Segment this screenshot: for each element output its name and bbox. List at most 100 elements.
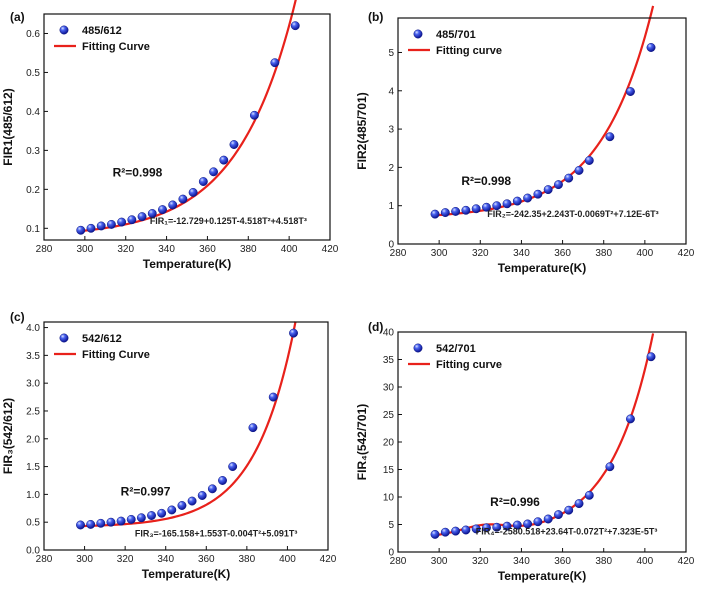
legend-label-fit: Fitting curve	[436, 45, 502, 57]
data-point	[96, 221, 106, 231]
legend-label-data: 542/612	[82, 333, 122, 345]
data-point	[158, 205, 167, 215]
x-tick-label: 320	[472, 556, 489, 567]
data-point	[430, 209, 440, 219]
data-point	[106, 517, 116, 527]
data-point	[523, 519, 533, 529]
panel-label: (d)	[368, 320, 383, 334]
data-point	[127, 215, 137, 225]
data-point	[440, 208, 450, 218]
x-tick-label: 400	[279, 554, 296, 565]
data-point	[86, 519, 96, 529]
x-tick-label: 340	[158, 244, 175, 255]
y-tick-label: 2.0	[26, 434, 40, 445]
data-point	[430, 529, 440, 539]
x-tick-label: 280	[36, 244, 53, 255]
data-point	[147, 511, 156, 520]
fit-equation-label: FIR₃=-165.158+1.553T-0.004T²+5.091T³	[135, 528, 298, 538]
data-point	[96, 518, 106, 528]
y-tick-label: 0.2	[26, 185, 40, 196]
data-point	[440, 527, 450, 537]
y-tick-label: 4.0	[26, 323, 40, 334]
data-point	[574, 166, 584, 175]
x-axis-title: Temperature(K)	[498, 261, 586, 275]
data-point	[126, 514, 136, 524]
data-point	[482, 202, 491, 212]
panel-a: (a) 280 300 320 340 360 380 400 420 0.1 0.2 0.3 0.4 0…	[1, 0, 339, 271]
x-tick-label: 320	[472, 248, 489, 259]
x-tick-label: 420	[678, 556, 695, 567]
x-tick-label: 320	[117, 554, 134, 565]
x-tick-label: 300	[77, 244, 94, 255]
data-point	[137, 212, 147, 222]
y-tick-label: 30	[383, 383, 395, 394]
data-point	[157, 508, 167, 518]
data-point	[168, 200, 178, 210]
data-point	[461, 205, 471, 215]
data-point	[564, 173, 574, 183]
x-tick-label: 360	[554, 556, 571, 567]
data-point	[574, 499, 584, 509]
data-point	[197, 491, 207, 500]
y-tick-label: 0	[388, 240, 394, 251]
data-point	[229, 140, 239, 149]
data-point	[289, 328, 298, 338]
panel-c: (c) 280 300 320 340 360 380 400 420 0.0 0.5 1.0 1.5 2…	[1, 310, 337, 581]
data-point	[198, 177, 208, 187]
data-point	[471, 204, 481, 214]
legend-marker-icon	[413, 29, 423, 39]
data-point	[543, 514, 553, 524]
legend-marker-icon	[59, 333, 69, 343]
data-point	[471, 524, 481, 534]
data-point	[248, 423, 258, 433]
data-point	[554, 180, 563, 190]
legend-marker-icon	[59, 25, 69, 35]
y-tick-label: 10	[383, 493, 395, 504]
x-tick-label: 280	[36, 554, 53, 565]
x-tick-label: 420	[322, 244, 339, 255]
data-point	[207, 484, 217, 494]
x-tick-label: 400	[281, 244, 298, 255]
data-point	[86, 223, 96, 233]
y-tick-label: 5	[388, 520, 394, 531]
data-point	[209, 167, 219, 177]
panel-d: (d) 280 300 320 340 360 380 400 420 0 5 10 15 20 25 30 3…	[355, 320, 695, 583]
data-point	[188, 188, 198, 197]
y-axis-title: FIR₃(542/612)	[1, 398, 15, 474]
legend-marker-icon	[413, 343, 423, 353]
fitting-curve-line	[80, 321, 297, 528]
data-point	[564, 505, 574, 515]
legend-label-fit: Fitting curve	[436, 359, 502, 371]
y-tick-label: 0.3	[26, 146, 40, 157]
x-tick-label: 280	[390, 556, 407, 567]
y-tick-label: 1.5	[26, 462, 40, 473]
data-point	[512, 196, 522, 206]
x-tick-label: 360	[554, 248, 571, 259]
x-tick-label: 380	[595, 556, 612, 567]
plot-frame	[43, 13, 331, 241]
data-point	[451, 206, 461, 216]
x-tick-label: 360	[198, 554, 215, 565]
y-tick-label: 0.0	[26, 546, 40, 557]
panel-label: (b)	[368, 10, 383, 24]
data-point	[533, 189, 543, 199]
data-point	[584, 490, 594, 500]
data-point	[76, 520, 85, 530]
x-tick-label: 300	[76, 554, 93, 565]
y-tick-label: 4	[388, 86, 394, 97]
x-tick-label: 340	[513, 556, 530, 567]
data-point	[249, 110, 259, 120]
x-tick-label: 380	[595, 248, 612, 259]
plot-frame	[397, 17, 687, 245]
y-tick-label: 3.0	[26, 379, 40, 390]
fitting-curve-line	[434, 333, 655, 537]
data-point	[218, 476, 227, 485]
x-tick-label: 380	[239, 554, 256, 565]
data-point	[451, 526, 461, 536]
y-tick-label: 0.5	[26, 518, 40, 529]
data-point	[270, 58, 280, 68]
y-tick-label: 2	[388, 163, 394, 174]
x-tick-label: 420	[320, 554, 337, 565]
r-squared-label: R²=0.998	[461, 174, 511, 188]
y-tick-label: 0.1	[26, 224, 40, 235]
